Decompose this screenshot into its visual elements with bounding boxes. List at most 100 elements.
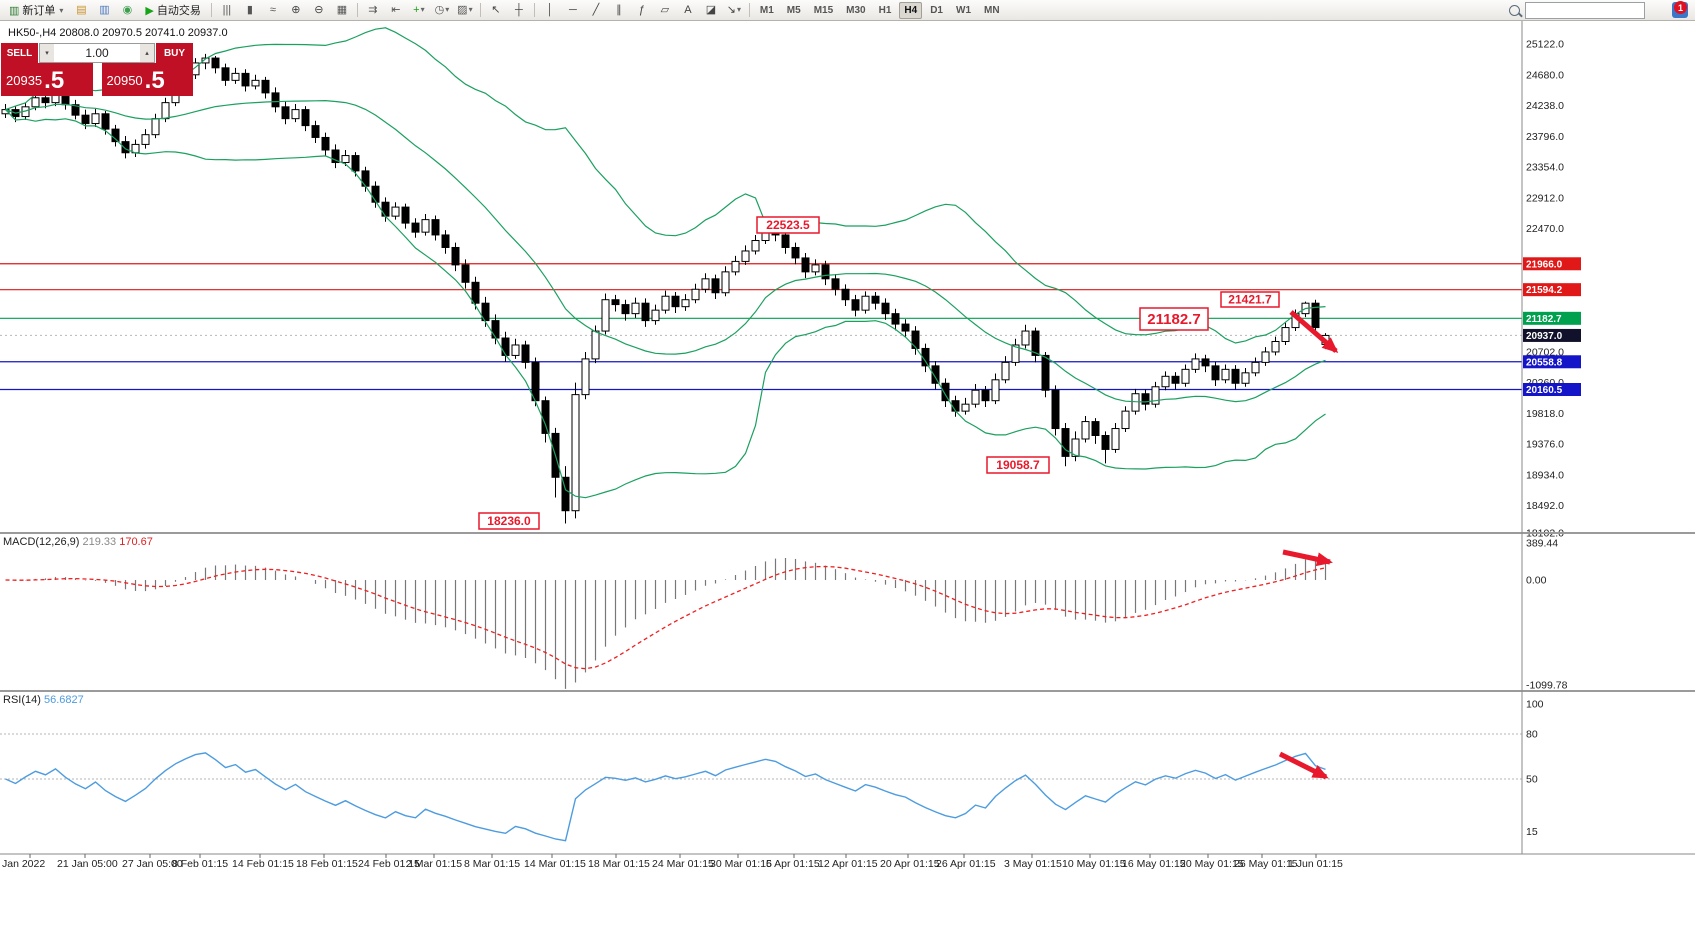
shapes-button[interactable]: ▱	[654, 1, 676, 20]
tile-windows-button[interactable]: ▦	[331, 1, 353, 20]
price-annotation[interactable]: 21421.7	[1220, 291, 1280, 308]
macd-value-signal: 170.67	[119, 536, 153, 548]
candlestick-chart-button[interactable]: ▮	[239, 1, 261, 20]
bar-chart-icon: |||	[222, 3, 232, 16]
data-window-button[interactable]: ▥	[93, 1, 115, 20]
svg-text:389.44: 389.44	[1526, 537, 1558, 549]
chart-plot-area[interactable]	[0, 21, 1522, 854]
toolbar-search-area: 1	[1509, 1, 1692, 19]
svg-text:100: 100	[1526, 699, 1544, 711]
price-trend-arrow[interactable]	[1289, 310, 1339, 353]
volume-input[interactable]	[54, 44, 140, 62]
chart-canvas[interactable]: 25122.0 24680.0 24238.0 23796.0 23354.0 22912…	[0, 21, 1695, 943]
timeframe-m30-button[interactable]: M30	[846, 4, 866, 16]
timeframe-h4-button[interactable]: H4	[899, 1, 923, 19]
price-badge: 21182.7	[1523, 311, 1581, 325]
vertical-line-button[interactable]: │	[539, 1, 561, 20]
svg-text:19818.0: 19818.0	[1526, 408, 1564, 420]
one-click-trading-panel: SELL ▾ ▴ BUY 20935 .5 20950 .5	[1, 43, 193, 96]
zoom-out-button[interactable]: ⊖	[308, 1, 330, 20]
buy-price[interactable]: 20950 .5	[101, 63, 193, 96]
fibonacci-button[interactable]: ƒ	[631, 1, 653, 20]
navigator-button[interactable]: ◉	[116, 1, 138, 20]
chevron-down-icon: ▾	[59, 5, 64, 15]
svg-text:14 Feb 01:15: 14 Feb 01:15	[232, 858, 294, 870]
timeframe-w1-button[interactable]: W1	[956, 4, 971, 16]
auto-trading-icon: ▶	[145, 4, 154, 17]
crosshair-button[interactable]: ┼	[508, 1, 530, 20]
price-annotation[interactable]: 19058.7	[986, 456, 1050, 474]
macd-trend-arrow[interactable]	[1282, 549, 1333, 567]
text-label-button[interactable]: ◪	[700, 1, 722, 20]
macd-indicator-label: MACD(12,26,9) 219.33 170.67	[3, 536, 153, 548]
templates-icon: ▨	[457, 3, 468, 16]
templates-button[interactable]: ▨ ▾	[454, 1, 476, 20]
timeframe-m5-button[interactable]: M5	[786, 4, 801, 16]
indicators-button[interactable]: + ▾	[408, 1, 430, 20]
arrows-button[interactable]: ↘ ▾	[723, 1, 745, 20]
svg-text:12 Apr 01:15: 12 Apr 01:15	[818, 858, 878, 870]
notification-badge: 1	[1674, 1, 1687, 14]
zoom-in-button[interactable]: ⊕	[285, 1, 307, 20]
rsi-line	[5, 752, 1326, 842]
line-chart-button[interactable]: ≈	[262, 1, 284, 20]
timeframe-h1-button[interactable]: H1	[878, 4, 892, 16]
timeframe-m1-button[interactable]: M1	[759, 4, 774, 16]
horizontal-line-button[interactable]: ─	[562, 1, 584, 20]
svg-text:22523.5: 22523.5	[766, 218, 810, 232]
sell-price[interactable]: 20935 .5	[1, 63, 93, 96]
volume-decrease-button[interactable]: ▾	[40, 44, 54, 62]
cursor-icon: ↖	[491, 3, 501, 16]
price-annotation[interactable]: 22523.5	[756, 216, 820, 234]
line-chart-icon: ≈	[269, 3, 276, 16]
time-axis: Jan 2022 21 Jan 05:00 27 Jan 05:008 Feb 01…	[2, 854, 1343, 870]
market-watch-icon: ▤	[76, 3, 87, 16]
chevron-down-icon: ▾	[468, 5, 473, 14]
auto-scroll-button[interactable]: ⇉	[362, 1, 384, 20]
timeframe-m15-button[interactable]: M15	[813, 4, 834, 16]
price-annotation[interactable]: 18236.0	[478, 512, 540, 530]
channel-button[interactable]: ∥	[608, 1, 630, 20]
timeframe-mn-button[interactable]: MN	[984, 4, 1000, 16]
sell-button[interactable]: SELL	[1, 43, 38, 63]
candlestick-chart-icon: ▮	[246, 3, 253, 16]
text-button[interactable]: A	[677, 1, 699, 20]
cursor-button[interactable]: ↖	[485, 1, 507, 20]
periods-icon: ◷	[434, 3, 445, 16]
price-annotation[interactable]: 21182.7	[1139, 307, 1209, 331]
buy-price-fraction: .5	[144, 67, 165, 94]
auto-trading-button[interactable]: ▶ 自动交易	[139, 1, 206, 20]
search-icon	[1509, 4, 1520, 16]
auto-trading-button-label: 自动交易	[156, 5, 201, 17]
svg-text:18236.0: 18236.0	[487, 514, 531, 528]
bar-chart-button[interactable]: |||	[216, 1, 238, 20]
text-icon: A	[684, 3, 692, 16]
chart-shift-button[interactable]: ⇤	[385, 1, 407, 20]
new-order-button-label: 新订单	[22, 5, 56, 17]
svg-text:21182.7: 21182.7	[1526, 314, 1562, 325]
periods-button[interactable]: ◷ ▾	[431, 1, 453, 20]
chevron-down-icon: ▾	[736, 5, 741, 14]
price-badge: 20558.8	[1523, 355, 1581, 369]
bollinger-upper-band	[5, 27, 1326, 344]
community-icon[interactable]: 1	[1672, 1, 1688, 18]
text-label-icon: ◪	[705, 3, 717, 16]
svg-text:Jan 2022: Jan 2022	[2, 858, 45, 870]
horizontal-line-icon: ─	[568, 3, 577, 16]
toolbar: ▥ 新订单 ▾ ▤ ▥ ◉ ▶ 自动交易 ||| ▮ ≈ ⊕ ⊖ ▦ ⇉ ⇤ + ▾ ◷ ▾ ▨ ▾ ↖ ┼ │ ─ ╱ ∥ ƒ ▱ A ◪ ↘…	[0, 0, 1695, 21]
buy-button[interactable]: BUY	[156, 43, 193, 63]
svg-text:25122.0: 25122.0	[1526, 39, 1564, 51]
macd-value-main: 219.33	[82, 536, 117, 548]
volume-increase-button[interactable]: ▴	[140, 44, 154, 62]
new-order-button[interactable]: ▥ 新订单 ▾	[3, 1, 69, 20]
trendline-button[interactable]: ╱	[585, 1, 607, 20]
search-input[interactable]	[1525, 1, 1645, 19]
rsi-trend-arrow[interactable]	[1278, 751, 1329, 780]
svg-text:26 Apr 01:15: 26 Apr 01:15	[936, 858, 996, 870]
market-watch-button[interactable]: ▤	[70, 1, 92, 20]
svg-text:8 Mar 01:15: 8 Mar 01:15	[464, 858, 520, 870]
svg-text:8 Feb 01:15: 8 Feb 01:15	[172, 858, 228, 870]
toolbar-separator	[479, 3, 481, 17]
data-window-icon: ▥	[99, 3, 110, 16]
timeframe-d1-button[interactable]: D1	[930, 4, 943, 16]
